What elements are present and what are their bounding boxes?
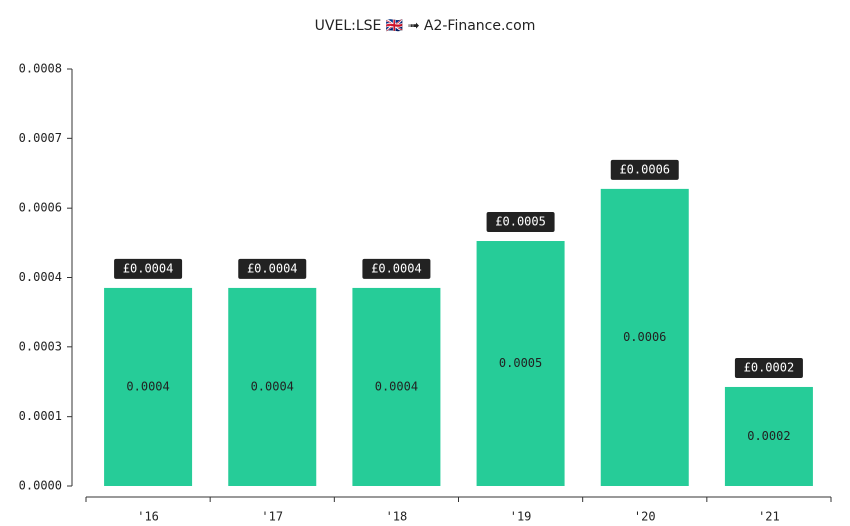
- value-label-box: [114, 258, 183, 279]
- value-label: £0.0004: [247, 261, 298, 275]
- y-tick-label: 0.0007: [19, 131, 62, 145]
- value-label-box: [610, 159, 679, 180]
- bar: [724, 386, 813, 486]
- y-tick-label: 0.0008: [19, 62, 62, 76]
- inner-value-label: 0.0004: [375, 379, 418, 393]
- value-label: £0.0002: [744, 360, 795, 374]
- y-tick-label: 0.0004: [19, 270, 62, 284]
- x-tick-label: '18: [386, 510, 408, 524]
- value-label-box: [238, 258, 307, 279]
- value-label-box: [486, 212, 555, 233]
- inner-value-label: 0.0004: [126, 379, 169, 393]
- bar: [600, 188, 689, 486]
- value-label-box: [734, 357, 803, 378]
- value-label: £0.0006: [619, 162, 670, 176]
- y-tick-label: 0.0006: [19, 201, 62, 215]
- chart-title: UVEL:LSE 🇬🇧 ➟ A2-Finance.com: [315, 18, 536, 34]
- bar: [352, 287, 441, 486]
- inner-value-label: 0.0006: [623, 330, 666, 344]
- value-label-box: [362, 258, 431, 279]
- value-label: £0.0005: [495, 215, 546, 229]
- inner-value-label: 0.0002: [747, 429, 790, 443]
- x-tick-label: '16: [137, 510, 159, 524]
- x-tick-label: '21: [758, 510, 780, 524]
- y-tick-label: 0.0001: [19, 409, 62, 423]
- inner-value-label: 0.0005: [499, 356, 542, 370]
- value-label: £0.0004: [123, 261, 174, 275]
- x-tick-label: '19: [510, 510, 532, 524]
- bar: [104, 287, 193, 486]
- y-tick-label: 0.0003: [19, 339, 62, 353]
- bar: [476, 241, 565, 486]
- x-tick-label: '20: [634, 510, 656, 524]
- y-tick-label: 0.0000: [19, 479, 62, 493]
- bar: [228, 287, 317, 486]
- inner-value-label: 0.0004: [251, 379, 294, 393]
- x-tick-label: '17: [261, 510, 283, 524]
- value-label: £0.0004: [371, 261, 422, 275]
